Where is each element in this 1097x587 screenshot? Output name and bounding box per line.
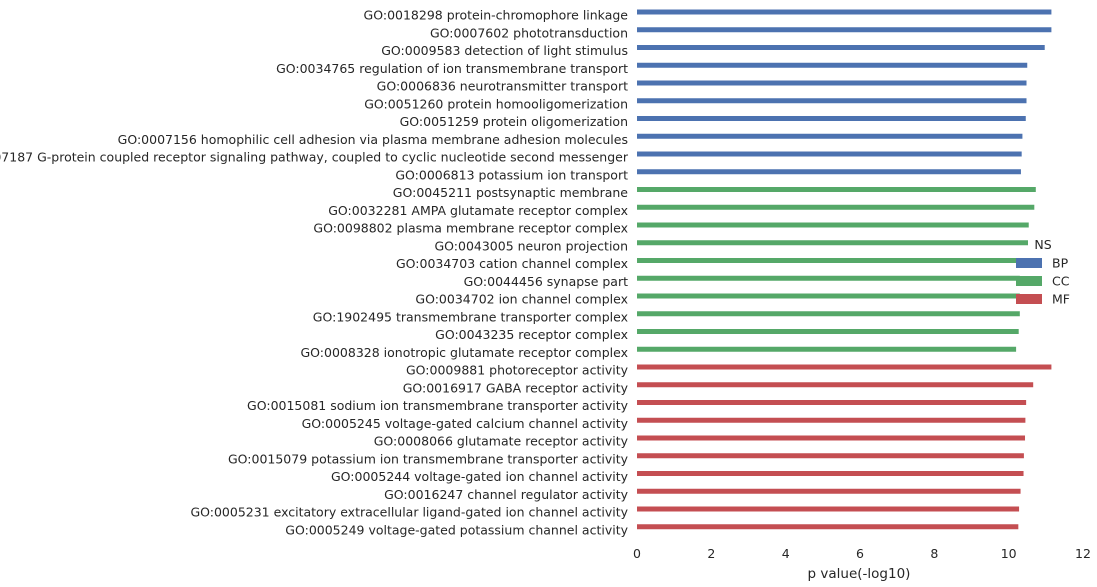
bar-28 [637,506,1020,512]
bar-18 [637,329,1019,334]
category-label-20: GO:0009881 photoreceptor activity [406,363,629,378]
x-axis-label: p value(-log10) [808,566,911,582]
category-label-14: GO:0034703 cation channel complex [396,256,628,271]
bar-12 [637,222,1029,228]
legend-swatch-bp [1016,258,1042,268]
category-label-22: GO:0015081 sodium ion transmembrane tran… [247,398,629,413]
bar-20 [637,364,1052,370]
x-tick-label-5: 10 [1001,546,1017,561]
bar-11 [637,204,1035,210]
bar-25 [637,453,1024,459]
category-label-5: GO:0051260 protein homooligomerization [364,96,628,111]
legend-label-bp: BP [1052,256,1069,271]
category-label-27: GO:0016247 channel regulator activity [384,487,628,502]
category-label-28: GO:0005231 excitatory extracellular liga… [190,505,628,520]
bar-15 [637,275,1020,281]
category-label-15: GO:0044456 synapse part [464,274,628,289]
bar-24 [637,435,1026,441]
bar-27 [637,488,1021,494]
category-label-12: GO:0098802 plasma membrane receptor comp… [313,221,628,236]
category-label-16: GO:0034702 ion channel complex [415,292,628,307]
bar-10 [637,187,1036,192]
bar-group [637,9,1052,530]
category-label-18: GO:0043235 receptor complex [435,327,628,342]
category-label-7: GO:0007156 homophilic cell adhesion via … [118,132,628,147]
category-label-0: GO:0018298 protein-chromophore linkage [364,8,629,23]
bar-2 [637,45,1045,50]
x-tick-label-4: 8 [930,546,938,561]
category-label-21: GO:0016917 GABA receptor activity [403,380,629,395]
bar-13 [637,240,1028,246]
bar-14 [637,258,1023,263]
x-tick-label-3: 6 [856,546,864,561]
x-axis-ticks: 0 2 4 6 8 10 12 [633,546,1091,561]
x-tick-label-2: 4 [782,546,790,561]
bar-1 [637,27,1052,33]
category-label-26: GO:0005244 voltage-gated ion channel act… [331,469,629,484]
bar-9 [637,169,1021,175]
legend-label-mf: MF [1052,292,1070,307]
bar-4 [637,80,1027,86]
x-tick-label-0: 0 [633,546,641,561]
legend-label-cc: CC [1052,274,1070,289]
bar-26 [637,471,1024,476]
category-label-9: GO:0006813 potassium ion transport [395,167,628,182]
legend-swatch-mf [1016,294,1042,304]
legend: NS BP CC MF [1016,237,1070,307]
category-label-29: GO:0005249 voltage-gated potassium chann… [285,522,628,537]
bar-3 [637,62,1028,68]
bar-8 [637,151,1022,157]
bar-6 [637,116,1026,121]
bar-5 [637,98,1027,104]
category-label-4: GO:0006836 neurotransmitter transport [377,79,628,94]
bar-17 [637,311,1020,317]
bar-0 [637,9,1052,15]
legend-entries: BP CC MF [1016,256,1070,307]
category-label-1: GO:0007602 phototransduction [430,25,628,40]
category-label-2: GO:0009583 detection of light stimulus [381,43,628,58]
category-labels: GO:0018298 protein-chromophore linkage GO… [0,8,629,538]
category-label-11: GO:0032281 AMPA glutamate receptor compl… [328,203,628,218]
bar-23 [637,417,1026,423]
bar-29 [637,524,1019,530]
legend-title: NS [1034,237,1051,252]
legend-swatch-cc [1016,276,1042,286]
category-label-3: GO:0034765 regulation of ion transmembra… [276,61,628,76]
category-label-6: GO:0051259 protein oligomerization [400,114,628,129]
category-label-10: GO:0045211 postsynaptic membrane [393,185,629,200]
x-tick-label-1: 2 [707,546,715,561]
category-label-25: GO:0015079 potassium ion transmembrane t… [228,451,629,466]
category-label-19: GO:0008328 ionotropic glutamate receptor… [301,345,629,360]
category-label-17: GO:1902495 transmembrane transporter com… [313,309,628,324]
bar-22 [637,400,1027,405]
bar-16 [637,293,1020,299]
bar-21 [637,382,1034,388]
category-label-8: GO:0007187 G-protein coupled receptor si… [0,150,629,165]
bar-7 [637,133,1023,139]
category-label-23: GO:0005245 voltage-gated calcium channel… [302,416,629,431]
category-label-13: GO:0043005 neuron projection [434,238,628,253]
bar-19 [637,346,1017,352]
category-label-24: GO:0008066 glutamate receptor activity [374,434,629,449]
x-tick-label-6: 12 [1075,546,1091,561]
